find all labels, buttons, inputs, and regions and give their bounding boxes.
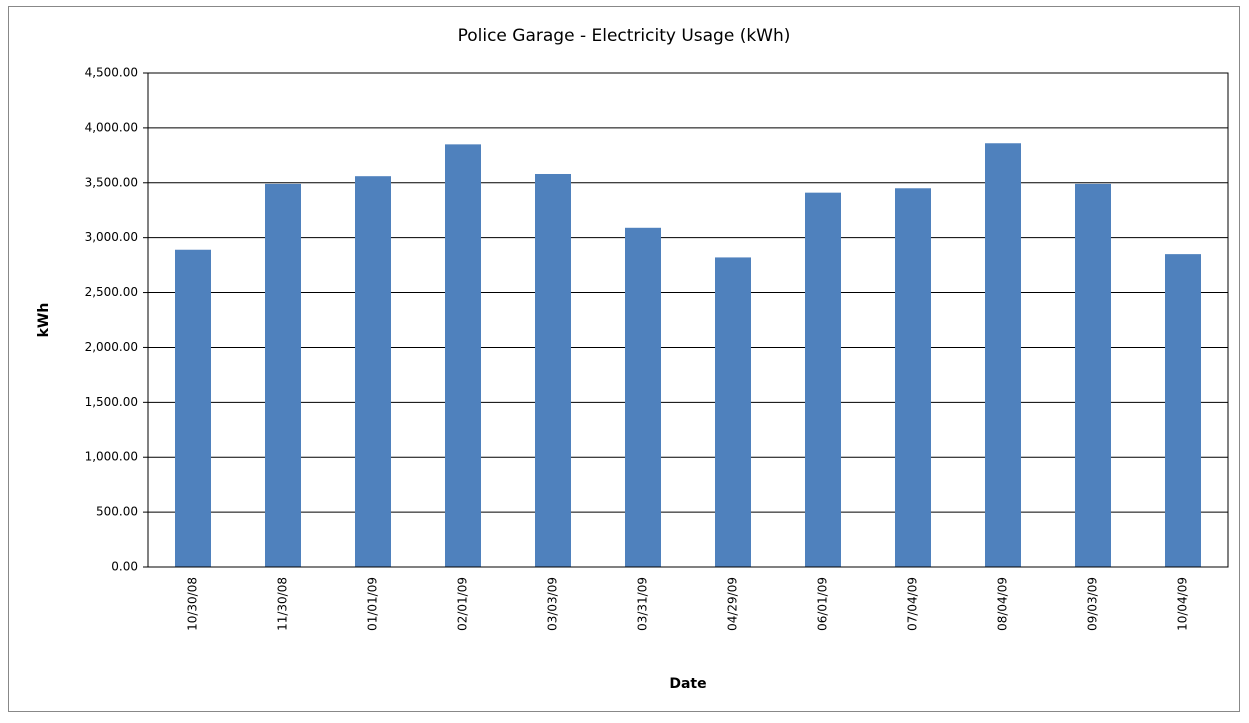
x-tick-label: 02/01/09 xyxy=(456,577,470,631)
bar xyxy=(445,144,481,567)
bar xyxy=(805,192,841,567)
y-tick-label: 0.00 xyxy=(111,560,138,574)
x-tick-label: 09/03/09 xyxy=(1086,577,1100,631)
chart-title: Police Garage - Electricity Usage (kWh) xyxy=(458,26,791,46)
bar xyxy=(715,257,751,567)
y-tick-label: 3,000.00 xyxy=(85,230,138,244)
y-tick-label: 2,500.00 xyxy=(85,285,138,299)
x-tick-label: 10/04/09 xyxy=(1176,577,1190,631)
bar xyxy=(535,173,571,568)
bar xyxy=(985,143,1021,567)
y-tick-label: 1,500.00 xyxy=(85,395,138,409)
bar xyxy=(895,188,931,567)
y-tick-label: 2,000.00 xyxy=(85,340,138,354)
y-axis-title: kWh xyxy=(36,303,52,338)
x-tick-label: 07/04/09 xyxy=(906,577,920,631)
bar xyxy=(355,176,391,568)
y-tick-label: 1,000.00 xyxy=(85,450,138,464)
x-tick-label: 10/30/08 xyxy=(186,577,200,631)
bar xyxy=(1075,183,1111,567)
x-tick-label: 08/04/09 xyxy=(996,577,1010,631)
x-tick-label: 06/01/09 xyxy=(816,577,830,631)
y-tick-label: 4,500.00 xyxy=(85,66,138,80)
x-tick-label: 01/01/09 xyxy=(366,577,380,631)
bar xyxy=(265,183,301,567)
bar xyxy=(175,249,211,567)
x-tick-label: 04/29/09 xyxy=(726,577,740,631)
x-tick-label: 03/31/09 xyxy=(636,577,650,631)
x-tick-label: 11/30/08 xyxy=(276,577,290,631)
x-tick-label: 03/03/09 xyxy=(546,577,560,631)
y-tick-label: 4,000.00 xyxy=(85,120,138,134)
plot-border xyxy=(147,72,1229,568)
bar xyxy=(625,227,661,567)
y-tick-label: 3,500.00 xyxy=(85,175,138,189)
bar xyxy=(1165,254,1201,567)
chart-border xyxy=(8,6,1240,712)
x-axis-title: Date xyxy=(669,676,706,692)
y-tick-label: 500.00 xyxy=(96,505,138,519)
